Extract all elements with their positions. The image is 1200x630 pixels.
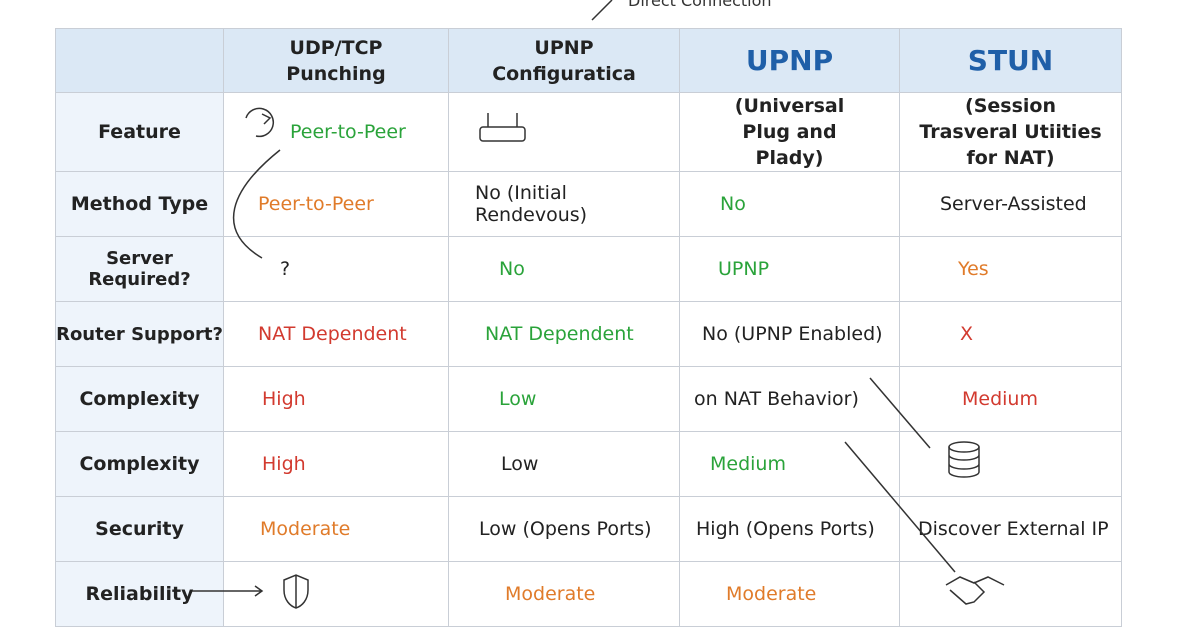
cell: No [448,236,680,302]
cell: Medium [899,366,1122,432]
cell: (Session Trasveral Utiities for NAT) [899,92,1122,172]
cell: No (Initial Rendevous) [448,171,680,237]
cell: High [223,366,449,432]
cell: Yes [899,236,1122,302]
cell [223,561,449,627]
cell: High (Opens Ports) [679,496,900,562]
header-cell: UPNP [679,28,900,93]
cell: X [899,301,1122,367]
row: Router Support? NAT Dependent NAT Depend… [55,301,1122,367]
row: Complexity High Low on NAT Behavior) Med… [55,366,1122,432]
row-label: Complexity [55,431,224,497]
annotation: Direct Connection [628,0,772,10]
row-label: Server Required? [55,236,224,302]
cell: Peer-to-Peer [223,92,449,172]
cell: Server-Assisted [899,171,1122,237]
cell [899,561,1122,627]
row-label: Router Support? [55,301,224,367]
header-cell [55,28,224,93]
row-label: Security [55,496,224,562]
cell [448,92,680,172]
header-cell: UDP/TCP Punching [223,28,449,93]
cell: Low [448,431,680,497]
cell: Peer-to-Peer [223,171,449,237]
cell: No [679,171,900,237]
arrow [591,0,613,21]
cell [899,431,1122,497]
row: Complexity High Low Medium [55,431,1122,497]
row-label: Feature [55,92,224,172]
cell: No (UPNP Enabled) [679,301,900,367]
cell: Discover External IP [899,496,1122,562]
cell: Moderate [223,496,449,562]
row: Method Type Peer-to-Peer No (Initial Ren… [55,171,1122,237]
cell: UPNP [679,236,900,302]
cell: Medium [679,431,900,497]
cell: Moderate [448,561,680,627]
row: Reliability Moderate Moderate [55,561,1122,627]
header-row: UDP/TCP Punching UPNP Configuratica UPNP… [55,28,1122,93]
cell: NAT Dependent [223,301,449,367]
cell: Low [448,366,680,432]
cell: Low (Opens Ports) [448,496,680,562]
cell: Moderate [679,561,900,627]
row: Server Required? ? No UPNP Yes [55,236,1122,302]
cell: ? [223,236,449,302]
row-label: Complexity [55,366,224,432]
row: Feature Peer-to-Peer (Universal Plug and… [55,92,1122,172]
cell: on NAT Behavior) [679,366,900,432]
row-label: Reliability [55,561,224,627]
header-cell: UPNP Configuratica [448,28,680,93]
cell: High [223,431,449,497]
row-label: Method Type [55,171,224,237]
row: Security Moderate Low (Opens Ports) High… [55,496,1122,562]
cell: NAT Dependent [448,301,680,367]
comparison-table: UDP/TCP Punching UPNP Configuratica UPNP… [55,28,1122,627]
cell: (Universal Plug and Plady) [679,92,900,172]
header-cell: STUN [899,28,1122,93]
